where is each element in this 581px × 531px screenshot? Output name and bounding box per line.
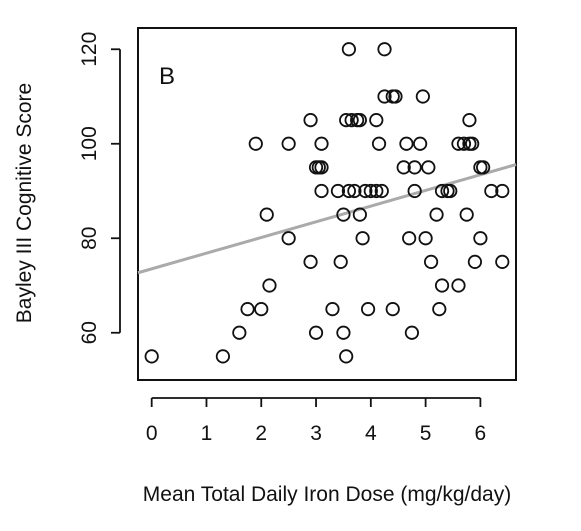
scatter-point [341,42,357,57]
scatter-point [484,183,499,199]
scatter-point [432,302,447,317]
scatter-point [451,278,466,293]
scatter-point [355,231,370,246]
x-tick-label: 3 [310,422,322,445]
y-tick-label: 100 [78,126,101,161]
scatter-point [415,89,430,104]
scatter-point [281,136,296,151]
scatter-point [465,136,480,151]
scatter-point [333,254,348,269]
scatter-point [339,113,354,128]
scatter-point [259,207,274,222]
scatter-point [459,207,474,222]
x-tick-label: 4 [365,422,377,445]
scatter-point [303,113,318,128]
scatter-point [443,183,458,199]
scatter-point [407,183,422,199]
scatter-point [371,136,387,151]
scatter-point [314,160,329,175]
trend-line [137,163,517,275]
scatter-point [473,231,488,246]
scatter-point [325,302,340,317]
x-tick-label: 1 [201,422,213,445]
scatter-point [360,302,376,317]
scatter-point [399,136,414,151]
scatter-point [396,160,411,175]
scatter-point [308,325,324,340]
scatter-point [352,207,367,222]
y-axis-title: Bayley III Cognitive Score [13,83,36,323]
scatter-point [402,231,417,246]
scatter-point [347,183,362,199]
scatter-point [374,183,389,199]
x-tick-label: 0 [146,422,158,445]
scatter-point [467,254,483,269]
scatter-point [456,136,472,151]
y-tick-label: 120 [78,32,101,67]
x-tick-label: 2 [255,422,267,445]
plot-frame [137,27,517,381]
y-axis: 60 80 100 120 [78,32,121,344]
scatter-point [462,113,477,128]
scatter-point [330,183,346,199]
y-tick-label: 60 [78,321,101,344]
x-axis-title: Mean Total Daily Iron Dose (mg/kg/day) [143,483,511,506]
scatter-point [281,231,296,246]
scatter-point [240,302,255,317]
scatter-point [434,183,450,199]
x-axis: 0 1 2 3 4 5 6 [146,397,487,445]
scatter-point [314,183,329,199]
scatter-point [303,254,318,269]
trend-line-layer [137,163,517,275]
scatter-point [385,302,400,317]
scatter-point [254,302,269,317]
scatter-point [336,207,351,222]
scatter-point [363,183,378,199]
scatter-point [262,278,277,293]
scatter-point [144,349,159,364]
scatter-point [369,113,384,128]
scatter-point [495,183,510,199]
scatter-point [451,136,466,151]
scatter-point [248,136,263,151]
scatter-point [421,160,436,175]
scatter-point [358,183,373,199]
scatter-point [423,254,439,269]
scatter-point [341,183,357,199]
scatter-point [413,136,428,151]
panel-label: B [159,63,175,90]
scatter-point [407,160,422,175]
scatter-point [476,160,491,175]
scatter-point [369,183,384,199]
scatter-point [377,42,392,57]
scatter-point [352,113,367,128]
scatter-point [314,136,329,151]
data-points [144,42,510,364]
scatter-point [418,231,433,246]
scatter-point [434,278,450,293]
x-tick-label: 5 [420,422,432,445]
scatter-point [336,325,351,340]
scatter-point [388,89,403,104]
x-tick-label: 6 [475,422,487,445]
scatter-point [344,113,359,128]
scatter-point [377,89,392,104]
scatter-point [429,207,444,222]
scatter-point [215,349,231,364]
scatter-point [339,349,354,364]
y-tick-label: 80 [78,227,101,250]
scatter-point [232,325,247,340]
scatter-point [404,325,420,340]
scatter-point [495,254,510,269]
